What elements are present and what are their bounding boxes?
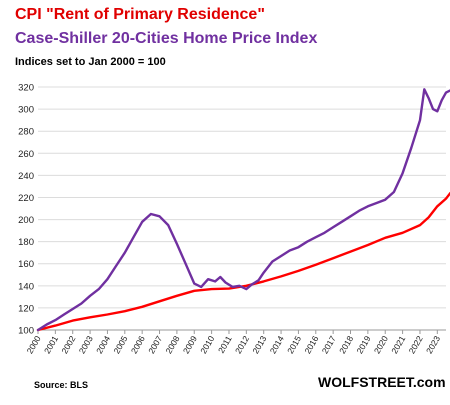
x-tick-label: 2018 — [337, 334, 355, 356]
y-tick-label: 320 — [18, 83, 34, 94]
y-tick-label: 200 — [18, 215, 34, 226]
y-tick-label: 100 — [18, 326, 34, 337]
x-tick-label: 2017 — [320, 334, 338, 356]
x-tick-label: 2006 — [129, 334, 147, 356]
x-tick-label: 2011 — [216, 334, 234, 355]
series-line — [36, 88, 450, 332]
y-tick-label: 180 — [18, 237, 34, 248]
y-axis: 100 120 140 160 180 200 220 240 260 280 300 320 — [18, 83, 34, 337]
chart-title-rent: CPI "Rent of Primary Residence" — [15, 6, 265, 23]
x-tick-label: 2020 — [372, 334, 390, 356]
y-tick-label: 280 — [18, 127, 34, 138]
x-tick-label: 2010 — [198, 334, 216, 356]
x-tick-label: 2016 — [302, 334, 320, 356]
x-tick-label: 2022 — [407, 334, 425, 356]
x-tick-label: 2007 — [146, 334, 164, 356]
x-tick-label: 2004 — [94, 334, 112, 356]
x-tick-label: 2002 — [59, 334, 77, 356]
x-tick-label: 2014 — [268, 334, 286, 356]
x-tick-label: 2023 — [424, 334, 442, 356]
brand-label: WOLFSTREET.com — [318, 374, 446, 390]
y-tick-label: 220 — [18, 193, 34, 204]
y-tick-label: 260 — [18, 149, 34, 160]
y-tick-label: 160 — [18, 259, 34, 270]
x-tick-label: 2013 — [250, 334, 268, 356]
x-tick-label: 2000 — [25, 334, 43, 356]
y-tick-label: 300 — [18, 105, 34, 116]
x-tick-label: 2012 — [233, 334, 251, 356]
series-lines — [36, 88, 450, 332]
x-tick-label: 2005 — [111, 334, 129, 356]
x-axis: 2000 2001 2002 2003 2004 2005 2006 2007 2008 2009… — [25, 330, 442, 356]
chart-subtitle: Indices set to Jan 2000 = 100 — [15, 56, 166, 68]
grid-lines — [38, 86, 446, 331]
x-tick-label: 2001 — [42, 334, 60, 356]
x-tick-label: 2009 — [181, 334, 199, 356]
y-tick-label: 140 — [18, 281, 34, 292]
source-note: Source: BLS — [34, 380, 89, 390]
y-tick-label: 240 — [18, 171, 34, 182]
x-tick-label: 2019 — [354, 334, 372, 356]
x-tick-label: 2003 — [77, 334, 95, 356]
chart-title-home-price: Case-Shiller 20-Cities Home Price Index — [15, 30, 318, 47]
x-tick-label: 2015 — [285, 334, 303, 356]
series-line — [36, 191, 450, 332]
x-tick-label: 2021 — [389, 334, 407, 356]
y-tick-label: 120 — [18, 303, 34, 314]
x-tick-label: 2008 — [164, 334, 182, 356]
